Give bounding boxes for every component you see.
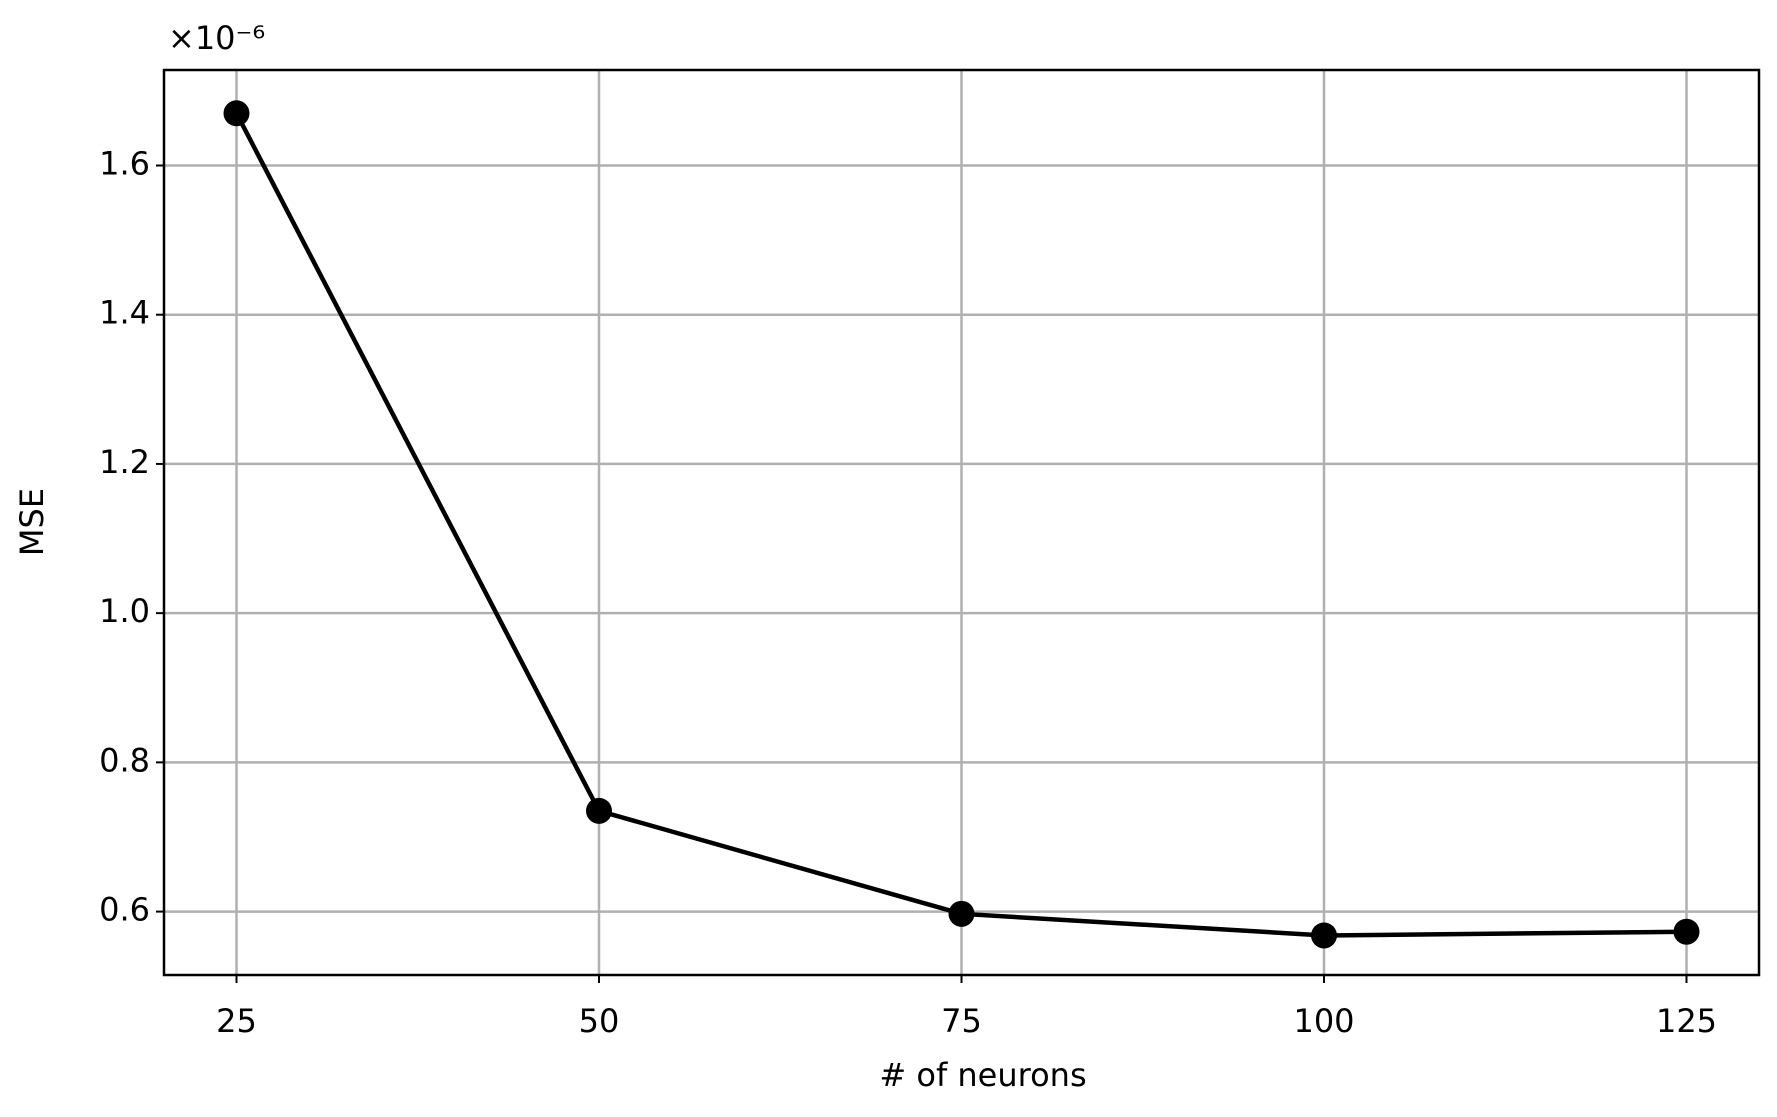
marker: [1311, 922, 1337, 949]
x-axis-label: # of neurons: [879, 1056, 1086, 1094]
y-offset-label: ×10⁻⁶: [168, 19, 265, 57]
marker: [948, 900, 975, 927]
x-tick-label: 25: [216, 1002, 257, 1040]
plot-frame: [162, 68, 1761, 977]
x-tick-label: 50: [579, 1002, 620, 1040]
y-tick-label: 1.6: [99, 144, 150, 182]
x-tick-label: 75: [941, 1002, 982, 1040]
marker: [586, 797, 612, 824]
x-tick-label: 100: [1293, 1002, 1354, 1040]
y-tick-label: 1.0: [99, 592, 150, 630]
marker: [1673, 918, 1700, 945]
marker: [223, 100, 250, 127]
x-tick-label: 125: [1656, 1002, 1717, 1040]
y-tick-label: 1.2: [99, 443, 150, 481]
y-tick-label: 0.8: [99, 741, 150, 779]
y-tick-label: 1.4: [99, 294, 150, 332]
y-tick-label: 0.6: [99, 891, 150, 929]
y-axis-label: MSE: [13, 488, 51, 556]
